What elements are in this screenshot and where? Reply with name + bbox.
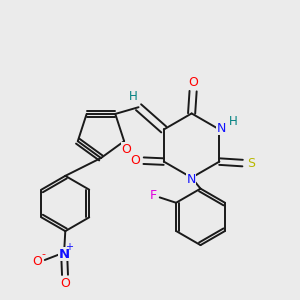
- Text: S: S: [247, 157, 255, 169]
- Text: O: O: [122, 143, 131, 156]
- Text: O: O: [130, 154, 140, 167]
- Text: O: O: [60, 277, 70, 290]
- Text: +: +: [65, 242, 74, 252]
- Text: N: N: [58, 248, 70, 260]
- Text: O: O: [188, 76, 198, 89]
- Text: O: O: [32, 255, 42, 268]
- Text: N: N: [186, 172, 196, 186]
- Text: H: H: [229, 115, 238, 128]
- Text: N: N: [217, 122, 226, 134]
- Text: H: H: [129, 90, 138, 103]
- Text: F: F: [150, 189, 157, 203]
- Text: -: -: [42, 249, 46, 259]
